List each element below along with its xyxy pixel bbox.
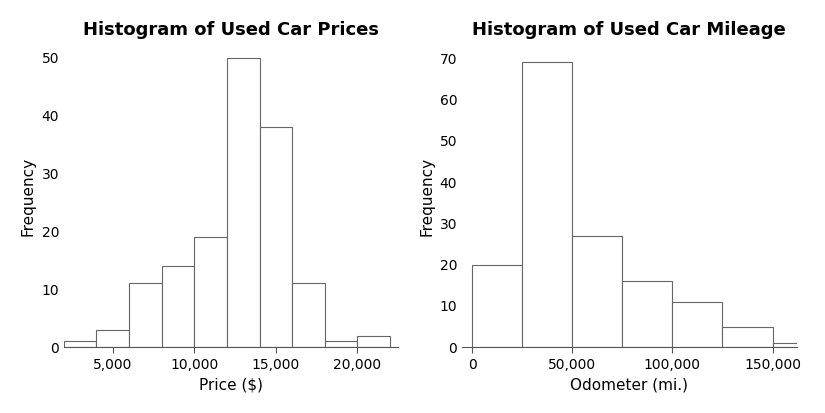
Y-axis label: Frequency: Frequency xyxy=(21,157,35,236)
Bar xyxy=(772,343,797,347)
Bar xyxy=(64,342,97,347)
Bar xyxy=(325,342,357,347)
Bar xyxy=(472,265,522,347)
X-axis label: Price ($): Price ($) xyxy=(199,377,263,392)
Bar xyxy=(97,330,130,347)
Bar xyxy=(522,62,573,347)
Bar xyxy=(227,57,260,347)
Bar xyxy=(195,237,227,347)
Bar xyxy=(292,283,325,347)
Y-axis label: Frequency: Frequency xyxy=(419,157,434,236)
Bar xyxy=(672,302,723,347)
Bar xyxy=(130,283,162,347)
Bar xyxy=(622,281,672,347)
Bar xyxy=(357,336,390,347)
Bar xyxy=(162,266,195,347)
Title: Histogram of Used Car Mileage: Histogram of Used Car Mileage xyxy=(473,21,786,39)
Bar xyxy=(723,327,772,347)
Bar xyxy=(260,127,292,347)
X-axis label: Odometer (mi.): Odometer (mi.) xyxy=(570,377,688,392)
Title: Histogram of Used Car Prices: Histogram of Used Car Prices xyxy=(83,21,379,39)
Bar xyxy=(573,236,622,347)
